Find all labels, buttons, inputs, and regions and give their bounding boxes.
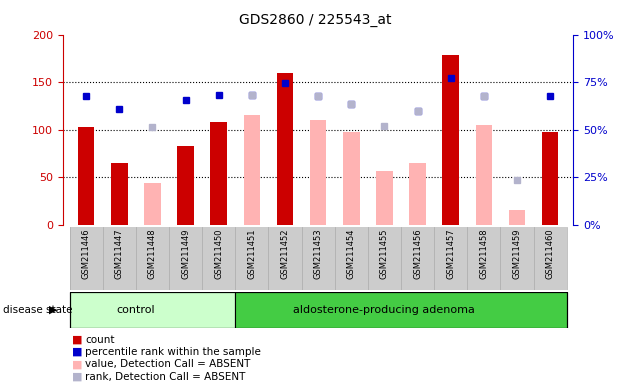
Bar — [376, 171, 392, 225]
Bar — [310, 120, 326, 225]
Bar — [534, 227, 566, 290]
Bar — [368, 227, 401, 290]
Text: aldosterone-producing adenoma: aldosterone-producing adenoma — [294, 305, 476, 315]
Bar — [277, 73, 294, 225]
Bar — [144, 183, 161, 225]
Text: GSM211449: GSM211449 — [181, 228, 190, 279]
Bar — [177, 146, 194, 225]
Bar — [169, 227, 202, 290]
Text: GDS2860 / 225543_at: GDS2860 / 225543_at — [239, 13, 391, 27]
Bar — [236, 292, 566, 328]
Bar — [236, 227, 268, 290]
Text: GSM211450: GSM211450 — [214, 228, 223, 279]
Text: GSM211459: GSM211459 — [512, 228, 522, 279]
Text: GSM211452: GSM211452 — [280, 228, 290, 279]
Bar — [542, 131, 558, 225]
Text: value, Detection Call = ABSENT: value, Detection Call = ABSENT — [85, 359, 251, 369]
Bar — [500, 227, 534, 290]
Text: ■: ■ — [72, 347, 83, 357]
Bar — [401, 227, 434, 290]
Text: rank, Detection Call = ABSENT: rank, Detection Call = ABSENT — [85, 372, 246, 382]
Bar — [508, 210, 525, 225]
Text: GSM211455: GSM211455 — [380, 228, 389, 279]
Bar — [467, 227, 500, 290]
Bar — [70, 227, 103, 290]
Bar — [202, 227, 236, 290]
Text: GSM211453: GSM211453 — [314, 228, 323, 279]
Text: count: count — [85, 335, 115, 345]
Bar — [442, 55, 459, 225]
Text: ■: ■ — [72, 372, 83, 382]
Bar — [343, 132, 360, 225]
Text: GSM211457: GSM211457 — [446, 228, 455, 279]
Text: percentile rank within the sample: percentile rank within the sample — [85, 347, 261, 357]
Bar — [268, 227, 302, 290]
Text: GSM211456: GSM211456 — [413, 228, 422, 279]
Bar — [476, 125, 492, 225]
Bar — [103, 227, 136, 290]
Text: GSM211460: GSM211460 — [546, 228, 554, 279]
Bar — [244, 115, 260, 225]
Text: ■: ■ — [72, 359, 83, 369]
Bar — [410, 163, 426, 225]
Text: GSM211451: GSM211451 — [248, 228, 256, 279]
Text: control: control — [117, 305, 155, 315]
Bar — [302, 227, 335, 290]
Bar — [111, 163, 128, 225]
Text: GSM211446: GSM211446 — [82, 228, 91, 279]
Text: GSM211447: GSM211447 — [115, 228, 124, 279]
Text: ▶: ▶ — [49, 305, 58, 315]
Text: disease state: disease state — [3, 305, 72, 315]
Bar — [434, 227, 467, 290]
Bar — [70, 292, 236, 328]
Text: GSM211458: GSM211458 — [479, 228, 488, 279]
Bar — [210, 122, 227, 225]
Bar — [335, 227, 368, 290]
Text: ■: ■ — [72, 335, 83, 345]
Bar — [136, 227, 169, 290]
Text: GSM211454: GSM211454 — [346, 228, 356, 279]
Text: GSM211448: GSM211448 — [148, 228, 157, 279]
Bar — [78, 127, 94, 225]
